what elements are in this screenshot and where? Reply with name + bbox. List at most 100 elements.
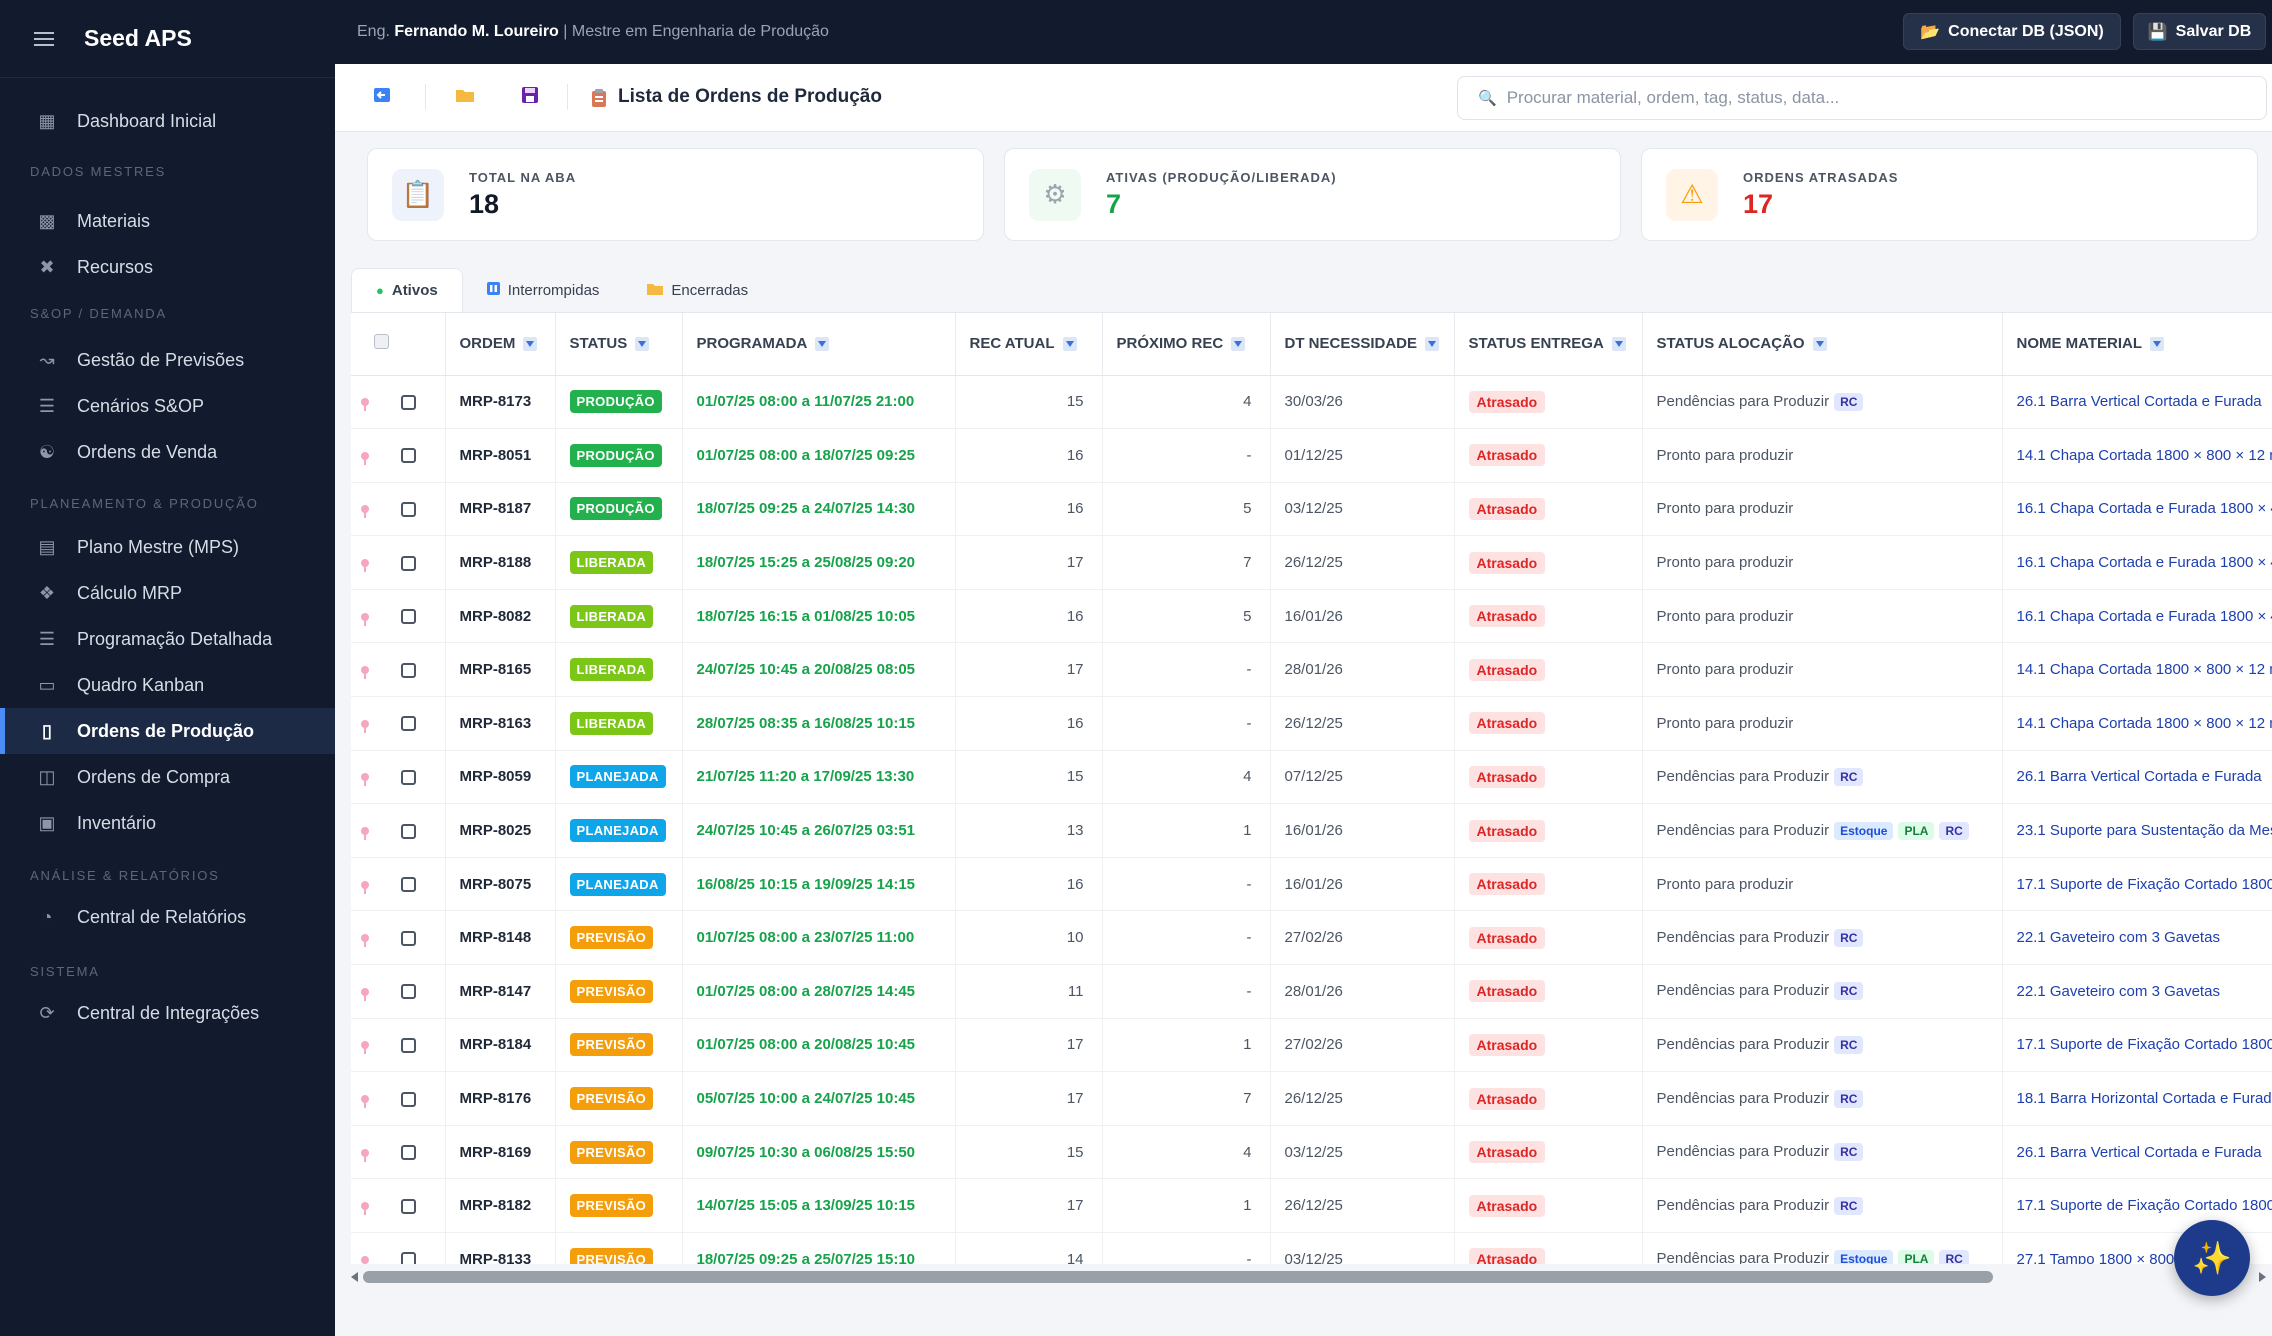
material-name[interactable]: 22.1 Gaveteiro com 3 Gavetas (2002, 910, 2272, 966)
row-checkbox[interactable] (401, 1091, 416, 1107)
tab-ativos[interactable]: ● Ativos (351, 268, 463, 312)
filter-icon[interactable] (1611, 337, 1626, 352)
order-id[interactable]: MRP-8133 (445, 1232, 556, 1264)
pin-icon[interactable] (361, 1041, 369, 1055)
row-checkbox[interactable] (401, 930, 416, 946)
material-name[interactable]: 16.1 Chapa Cortada e Furada 1800 × 400 (2002, 535, 2272, 590)
material-name[interactable]: 26.1 Barra Vertical Cortada e Furada (2002, 1125, 2272, 1180)
col-proximo-rec[interactable]: PRÓXIMO REC (1102, 313, 1271, 376)
col-status-entrega[interactable]: STATUS ENTREGA (1454, 313, 1643, 376)
sidebar-item-ordens-de-venda[interactable]: ☯ Ordens de Venda (0, 429, 335, 475)
table-row[interactable]: MRP-8059 PLANEJADA 21/07/25 11:20 a 17/09/… (351, 750, 2272, 805)
order-id[interactable]: MRP-8182 (445, 1178, 556, 1233)
order-id[interactable]: MRP-8176 (445, 1071, 556, 1126)
search-input[interactable]: 🔍 Procurar material, ordem, tag, status,… (1457, 76, 2267, 120)
pin-icon[interactable] (361, 1202, 369, 1216)
pin-icon[interactable] (361, 612, 369, 626)
table-row[interactable]: MRP-8169 PREVISÃO 09/07/25 10:30 a 06/08/2… (351, 1125, 2272, 1180)
connect-db-button[interactable]: 📂 Conectar DB (JSON) (1903, 13, 2121, 50)
table-row[interactable]: MRP-8075 PLANEJADA 16/08/25 10:15 a 19/09/… (351, 857, 2272, 912)
material-name[interactable]: 14.1 Chapa Cortada 1800 × 800 × 12 mm (2002, 642, 2272, 698)
material-name[interactable]: 17.1 Suporte de Fixação Cortado 1800 mm (2002, 1018, 2272, 1073)
pin-icon[interactable] (361, 1255, 369, 1264)
horizontal-scrollbar[interactable] (351, 1269, 2272, 1287)
pin-icon[interactable] (361, 987, 369, 1001)
table-row[interactable]: MRP-8187 PRODUÇÃO 18/07/25 09:25 a 24/07/2… (351, 482, 2272, 537)
pin-icon[interactable] (361, 719, 369, 733)
row-checkbox[interactable] (401, 823, 416, 839)
material-name[interactable]: 17.1 Suporte de Fixação Cortado 1800 mm (2002, 857, 2272, 912)
pin-icon[interactable] (361, 934, 369, 948)
filter-icon[interactable] (2150, 337, 2165, 352)
order-id[interactable]: MRP-8188 (445, 535, 556, 590)
row-checkbox[interactable] (401, 448, 416, 464)
pin-icon[interactable] (361, 827, 369, 841)
scrollbar-thumb[interactable] (363, 1271, 1993, 1283)
ai-assistant-button[interactable]: ✨ (2174, 1220, 2250, 1296)
order-id[interactable]: MRP-8147 (445, 964, 556, 1019)
table-row[interactable]: MRP-8025 PLANEJADA 24/07/25 10:45 a 26/07/… (351, 803, 2272, 858)
material-name[interactable]: 14.1 Chapa Cortada 1800 × 800 × 12 mm (2002, 696, 2272, 751)
table-row[interactable]: MRP-8165 LIBERADA 24/07/25 10:45 a 20/08/2… (351, 642, 2272, 698)
material-name[interactable]: 16.1 Chapa Cortada e Furada 1800 × 400 (2002, 482, 2272, 537)
sidebar-item-central-de-relat-rios[interactable]: ◔ Central de Relatórios (0, 894, 335, 940)
tab-encerradas[interactable]: Encerradas (623, 268, 772, 312)
table-row[interactable]: MRP-8051 PRODUÇÃO 01/07/25 08:00 a 18/07/2… (351, 428, 2272, 483)
save-db-button[interactable]: 💾 Salvar DB (2133, 13, 2266, 50)
row-checkbox[interactable] (401, 1198, 416, 1214)
col-rec-atual[interactable]: REC ATUAL (955, 313, 1103, 376)
col-dt-necessidade[interactable]: DT NECESSIDADE (1270, 313, 1455, 376)
pin-icon[interactable] (361, 559, 369, 573)
table-row[interactable]: MRP-8147 PREVISÃO 01/07/25 08:00 a 28/07/2… (351, 964, 2272, 1019)
material-name[interactable]: 23.1 Suporte para Sustentação da Mesa (2002, 803, 2272, 858)
table-row[interactable]: MRP-8173 PRODUÇÃO 01/07/25 08:00 a 11/07/2… (351, 375, 2272, 430)
sidebar-item-recursos[interactable]: ✖ Recursos (0, 244, 335, 290)
filter-icon[interactable] (815, 337, 830, 352)
order-id[interactable]: MRP-8025 (445, 803, 556, 858)
order-id[interactable]: MRP-8187 (445, 482, 556, 537)
table-row[interactable]: MRP-8148 PREVISÃO 01/07/25 08:00 a 23/07/2… (351, 910, 2272, 966)
row-checkbox[interactable] (401, 769, 416, 785)
material-name[interactable]: 16.1 Chapa Cortada e Furada 1800 × 400 (2002, 589, 2272, 644)
pin-icon[interactable] (361, 773, 369, 787)
sidebar-item-programa-o-detalhada[interactable]: ☰ Programação Detalhada (0, 616, 335, 662)
pin-icon[interactable] (361, 666, 369, 680)
order-id[interactable]: MRP-8184 (445, 1018, 556, 1073)
filter-icon[interactable] (523, 337, 538, 352)
row-checkbox[interactable] (401, 609, 416, 625)
table-row[interactable]: MRP-8163 LIBERADA 28/07/25 08:35 a 16/08/2… (351, 696, 2272, 751)
row-checkbox[interactable] (401, 1252, 416, 1264)
row-checkbox[interactable] (401, 502, 416, 518)
row-checkbox[interactable] (401, 662, 416, 678)
sidebar-item-central-de-integra-es[interactable]: ⟳ Central de Integrações (0, 990, 335, 1036)
pin-icon[interactable] (361, 1095, 369, 1109)
filter-icon[interactable] (1231, 337, 1246, 352)
table-row[interactable]: MRP-8176 PREVISÃO 05/07/25 10:00 a 24/07/2… (351, 1071, 2272, 1126)
order-id[interactable]: MRP-8173 (445, 375, 556, 430)
col-ordem[interactable]: ORDEM (445, 313, 556, 376)
col-nome-material[interactable]: NOME MATERIAL (2002, 313, 2272, 376)
pin-icon[interactable] (361, 1148, 369, 1162)
material-name[interactable]: 26.1 Barra Vertical Cortada e Furada (2002, 375, 2272, 430)
pin-icon[interactable] (361, 505, 369, 519)
sidebar-item-ordens-de-produ-o[interactable]: ▯ Ordens de Produção (0, 708, 335, 754)
table-row[interactable]: MRP-8188 LIBERADA 18/07/25 15:25 a 25/08/2… (351, 535, 2272, 590)
order-id[interactable]: MRP-8082 (445, 589, 556, 644)
pin-icon[interactable] (361, 880, 369, 894)
save-icon[interactable] (521, 86, 539, 109)
scroll-left-icon[interactable] (351, 1272, 358, 1282)
sidebar-item-plano-mestre-mps-[interactable]: ▤ Plano Mestre (MPS) (0, 524, 335, 570)
row-checkbox[interactable] (401, 394, 416, 410)
row-checkbox[interactable] (401, 1037, 416, 1053)
material-name[interactable]: 22.1 Gaveteiro com 3 Gavetas (2002, 964, 2272, 1019)
sidebar-item-materiais[interactable]: ▩ Materiais (0, 198, 335, 244)
order-id[interactable]: MRP-8169 (445, 1125, 556, 1180)
row-checkbox[interactable] (401, 555, 416, 571)
select-all-checkbox[interactable] (374, 334, 389, 350)
pin-icon[interactable] (361, 398, 369, 412)
col-status[interactable]: STATUS (555, 313, 683, 376)
sidebar-item-dashboard-inicial[interactable]: ▦ Dashboard Inicial (0, 98, 335, 144)
pin-icon[interactable] (361, 451, 369, 465)
col-status-alocacao[interactable]: STATUS ALOCAÇÃO (1642, 313, 2003, 376)
menu-icon[interactable] (34, 31, 54, 46)
